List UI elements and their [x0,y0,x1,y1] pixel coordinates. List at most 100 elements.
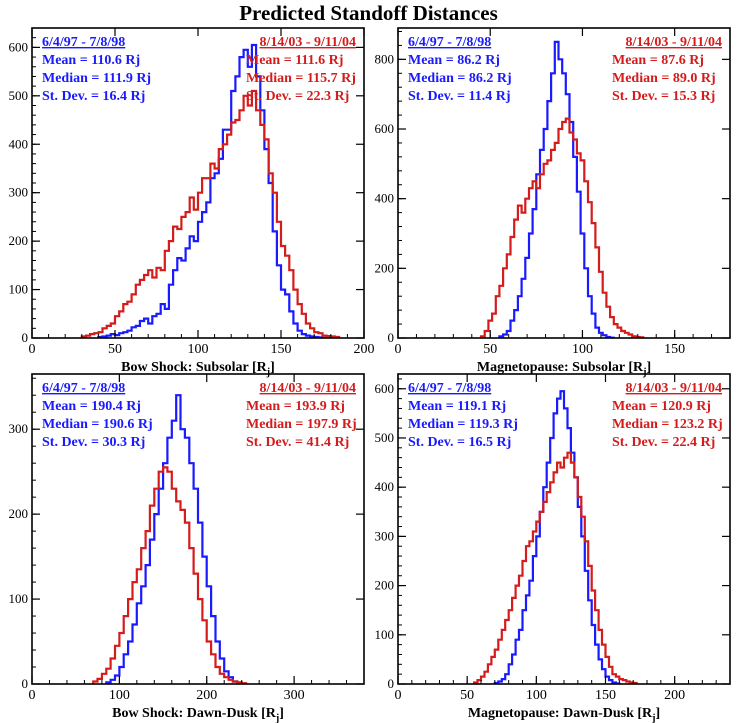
x-tick-label: 200 [664,688,685,703]
y-tick-label: 600 [375,381,395,396]
x-tick-label: 300 [284,688,305,703]
y-tick-label: 500 [375,430,395,445]
stat-line-b: St. Dev. = 22.3 Rj [246,89,349,104]
legend-period-b: 8/14/03 - 9/11/04 [626,35,722,50]
x-axis-label-subscript: j [275,713,279,723]
series-line-period-a [105,394,243,684]
legend-period-b: 8/14/03 - 9/11/04 [626,381,722,396]
stat-line-a: Median = 119.3 Rj [408,417,518,432]
stat-line-b: Mean = 87.6 Rj [612,53,704,68]
stat-line-b: St. Dev. = 22.4 Rj [612,435,715,450]
x-tick-label: 50 [483,342,497,357]
x-axis-label-bracket: ] [656,706,661,721]
y-tick-label: 100 [9,591,29,606]
series-line-period-a [498,40,615,338]
x-tick-label: 150 [664,342,685,357]
legend-period-a: 6/4/97 - 7/8/98 [42,381,125,396]
y-tick-label: 500 [9,88,29,103]
legend-period-b: 8/14/03 - 9/11/04 [260,381,356,396]
x-tick-label: 50 [460,688,474,703]
stat-line-a: Median = 111.9 Rj [42,71,151,86]
y-tick-label: 200 [375,578,395,593]
series-line-period-b [80,89,341,338]
stat-line-a: St. Dev. = 16.4 Rj [42,89,145,104]
chart-panel-magnetopause-dawn-dusk: 0 50 100 150 200 0 100 200 300 400 500 600 Magnetopa… [375,373,731,723]
y-tick-label: 100 [9,282,29,297]
stat-line-a: St. Dev. = 11.4 Rj [408,89,510,104]
plot-frame [31,373,365,685]
y-tick-label: 100 [375,627,395,642]
stat-line-b: St. Dev. = 15.3 Rj [612,89,715,104]
stat-line-a: Median = 190.6 Rj [42,417,153,432]
stat-line-b: Mean = 120.9 Rj [612,399,711,414]
legend-period-a: 6/4/97 - 7/8/98 [408,381,491,396]
stat-line-a: Mean = 110.6 Rj [42,53,140,68]
stat-line-b: Mean = 111.6 Rj [246,53,343,68]
x-axis-label-subscript: j [651,713,655,723]
x-axis-label-main: Magnetopause: Subsolar [R [477,360,644,375]
y-tick-label: 400 [375,479,395,494]
series-line-period-b [479,117,645,338]
stat-line-b: Median = 123.2 Rj [612,417,723,432]
y-tick-label: 800 [375,51,395,66]
y-tick-label: 400 [375,191,395,206]
x-axis-label: Bow Shock: Subsolar [Rj] [121,360,275,378]
series-line-period-b [92,466,248,684]
x-axis-label-main: Bow Shock: Dawn-Dusk [R [112,706,277,721]
stat-line-a: St. Dev. = 16.5 Rj [408,435,511,450]
chart-panel-magnetopause-subsolar: 0 50 100 150 0 200 400 600 800 Magnetopause: Subs… [375,27,731,378]
y-tick-label: 300 [9,185,29,200]
x-axis-label-subscript: j [642,367,646,378]
legend-period-a: 6/4/97 - 7/8/98 [42,35,125,50]
stat-line-b: Median = 89.0 Rj [612,71,716,86]
series-line-period-a [493,390,621,684]
x-tick-label: 200 [196,688,217,703]
y-tick-label: 200 [9,233,29,248]
x-axis-label: Magnetopause: Subsolar [Rj] [477,360,651,378]
x-axis-label-bracket: ] [270,360,275,375]
x-tick-label: 100 [526,688,547,703]
stat-line-a: Mean = 119.1 Rj [408,399,506,414]
stat-line-b: St. Dev. = 41.4 Rj [246,435,349,450]
x-tick-label: 0 [29,688,36,703]
page-title: Predicted Standoff Distances [239,1,498,25]
x-axis-label-main: Bow Shock: Subsolar [R [121,360,268,375]
x-axis-label-subscript: j [266,367,270,378]
y-tick-label: 600 [9,39,29,54]
y-tick-label: 0 [22,330,29,345]
y-tick-label: 400 [9,136,29,151]
x-tick-label: 200 [354,342,375,357]
x-axis-label-bracket: ] [646,360,651,375]
x-tick-label: 150 [595,688,616,703]
x-axis-label: Magnetopause: Dawn-Dusk [Rj] [468,706,660,723]
stat-line-b: Median = 197.9 Rj [246,417,357,432]
y-tick-label: 600 [375,121,395,136]
x-axis-label-bracket: ] [279,706,284,721]
y-tick-label: 0 [388,676,395,691]
x-tick-label: 0 [395,688,402,703]
chart-panel-bow-shock-subsolar: 0 50 100 150 200 0 100 200 300 400 500 600 Bow Shock… [9,27,375,378]
x-tick-label: 0 [29,342,36,357]
y-tick-label: 200 [9,506,29,521]
x-tick-label: 100 [572,342,593,357]
legend-period-b: 8/14/03 - 9/11/04 [260,35,356,50]
x-tick-label: 100 [188,342,209,357]
x-tick-label: 150 [271,342,292,357]
y-tick-label: 300 [375,528,395,543]
y-tick-label: 300 [9,421,29,436]
y-tick-label: 200 [375,260,395,275]
x-axis-label: Bow Shock: Dawn-Dusk [Rj] [112,706,284,723]
stat-line-a: Mean = 86.2 Rj [408,53,500,68]
x-axis-label-main: Magnetopause: Dawn-Dusk [R [468,706,653,721]
y-tick-label: 0 [22,676,29,691]
stat-line-a: Mean = 190.4 Rj [42,399,141,414]
series-line-period-a [97,43,335,338]
x-tick-label: 100 [109,688,130,703]
series-line-period-b [473,451,638,684]
y-tick-label: 0 [388,330,395,345]
stat-line-a: Median = 86.2 Rj [408,71,512,86]
stat-line-a: St. Dev. = 30.3 Rj [42,435,145,450]
x-tick-label: 50 [108,342,122,357]
stat-line-b: Median = 115.7 Rj [246,71,356,86]
